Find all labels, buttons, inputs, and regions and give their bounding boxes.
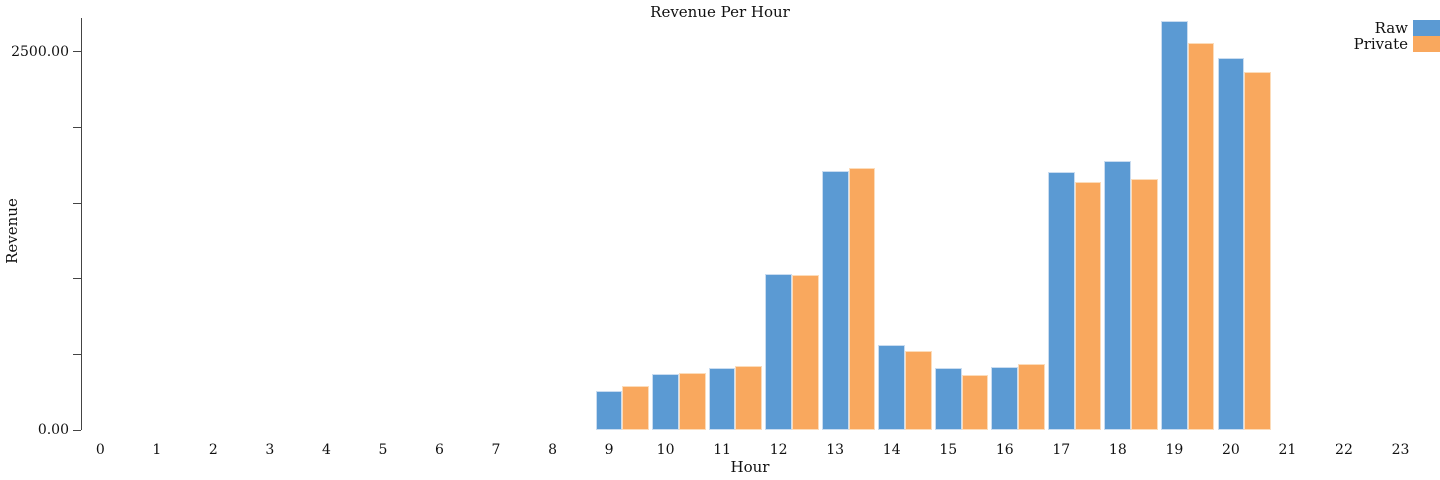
x-tick-label: 13 <box>826 442 845 458</box>
bar-raw-hour-15 <box>934 367 962 430</box>
y-axis-label: Revenue <box>3 198 21 264</box>
x-tick-label: 5 <box>378 442 388 458</box>
x-tick-label: 11 <box>713 442 732 458</box>
x-tick-label: 1 <box>152 442 162 458</box>
bar-raw-hour-9 <box>595 391 623 430</box>
x-axis-label: Hour <box>730 458 770 476</box>
bar-raw-hour-20 <box>1217 58 1245 430</box>
x-tick-label: 8 <box>548 442 557 458</box>
y-tick-mark <box>73 51 81 53</box>
y-tick-mark <box>73 278 81 280</box>
legend-row-raw: Raw <box>1354 20 1440 36</box>
x-tick-label: 17 <box>1052 442 1071 458</box>
x-tick-label: 12 <box>769 442 788 458</box>
bar-private-hour-12 <box>792 275 819 430</box>
x-tick-label: 3 <box>265 442 275 458</box>
x-tick-label: 21 <box>1278 442 1297 458</box>
legend-swatch-private <box>1413 36 1440 52</box>
bar-private-hour-18 <box>1131 178 1158 430</box>
x-tick-label: 4 <box>321 442 331 458</box>
x-tick-label: 2 <box>208 442 218 458</box>
x-tick-label: 0 <box>95 442 105 458</box>
bar-private-hour-17 <box>1074 181 1102 430</box>
x-tick-label: 19 <box>1165 442 1184 458</box>
legend: Raw Private <box>1354 20 1440 52</box>
y-tick-mark <box>73 353 81 355</box>
y-tick-mark <box>73 202 81 204</box>
bar-private-hour-19 <box>1187 43 1215 430</box>
bar-raw-hour-14 <box>878 344 906 430</box>
bar-private-hour-10 <box>678 373 706 430</box>
x-tick-label: 7 <box>491 442 501 458</box>
x-tick-label: 23 <box>1391 442 1410 458</box>
x-tick-label: 16 <box>995 442 1014 458</box>
bar-private-hour-16 <box>1018 364 1045 430</box>
bar-private-hour-20 <box>1244 71 1271 430</box>
bar-private-hour-14 <box>905 351 932 430</box>
bar-private-hour-13 <box>848 167 876 430</box>
y-tick-label: 0.00 <box>37 422 69 438</box>
legend-label-raw: Raw <box>1374 19 1408 37</box>
legend-row-private: Private <box>1354 36 1440 52</box>
bar-raw-hour-17 <box>1047 171 1075 430</box>
bar-raw-hour-19 <box>1161 20 1188 430</box>
x-tick-label: 10 <box>656 442 675 458</box>
bar-private-hour-15 <box>961 374 989 430</box>
bar-raw-hour-16 <box>991 366 1019 430</box>
y-tick-mark <box>73 429 81 431</box>
bar-raw-hour-10 <box>652 374 679 430</box>
bar-raw-hour-13 <box>821 170 849 430</box>
bar-raw-hour-12 <box>765 274 792 430</box>
x-tick-label: 18 <box>1108 442 1127 458</box>
y-tick-mark <box>73 126 81 128</box>
y-tick-label: 2500.00 <box>11 43 69 60</box>
x-tick-label: 22 <box>1335 442 1353 458</box>
x-tick-label: 15 <box>939 442 958 458</box>
x-tick-label: 9 <box>604 442 614 458</box>
bar-private-hour-9 <box>622 385 650 430</box>
x-tick-label: 6 <box>435 442 444 458</box>
chart-title: Revenue Per Hour <box>650 3 790 21</box>
bar-raw-hour-18 <box>1104 160 1132 430</box>
x-tick-label: 14 <box>882 442 901 458</box>
legend-swatch-raw <box>1413 20 1440 36</box>
x-tick-label: 20 <box>1221 442 1240 458</box>
bar-private-hour-11 <box>735 365 763 430</box>
bar-raw-hour-11 <box>708 368 736 430</box>
y-axis-line <box>81 18 82 430</box>
legend-label-private: Private <box>1353 35 1408 53</box>
